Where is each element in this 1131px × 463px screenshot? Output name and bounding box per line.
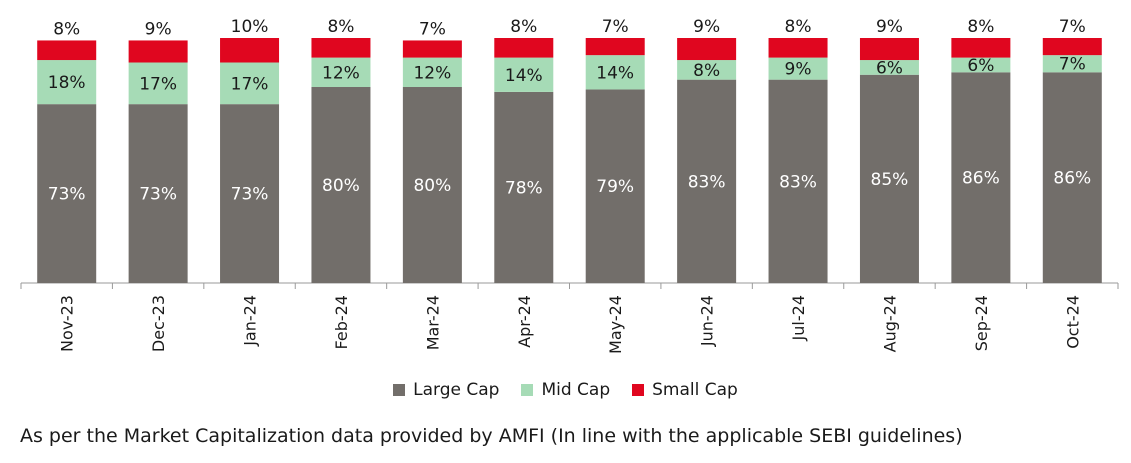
legend-swatch	[632, 384, 645, 396]
data-label: 6%	[876, 58, 903, 78]
data-label: 8%	[510, 17, 537, 37]
data-label: 10%	[231, 17, 269, 37]
bar-mid-cap	[311, 57, 371, 87]
x-tick-label: Oct-24	[1063, 295, 1082, 349]
bar-mid-cap	[768, 57, 828, 80]
x-tick-label: Jul-24	[789, 295, 808, 341]
data-label: 79%	[596, 177, 634, 197]
legend-label: Small Cap	[652, 380, 738, 400]
bar-large-cap	[494, 91, 554, 284]
x-tick-label: Feb-24	[332, 295, 351, 349]
data-label: 9%	[876, 17, 903, 37]
data-label: 17%	[139, 74, 177, 94]
chart-legend: Large Cap Mid Cap Small Cap	[0, 380, 1131, 400]
data-label: 86%	[1053, 169, 1091, 189]
legend-label: Large Cap	[413, 380, 500, 400]
bar-mid-cap	[128, 62, 188, 105]
data-label: 86%	[962, 169, 1000, 189]
bar-small-cap	[768, 38, 828, 58]
data-label: 80%	[322, 176, 360, 196]
bar-small-cap	[37, 40, 97, 61]
bar-large-cap	[402, 87, 462, 283]
data-label: 85%	[871, 170, 909, 190]
bar-large-cap	[37, 104, 97, 284]
bar-mid-cap	[494, 57, 554, 92]
data-label: 8%	[967, 17, 994, 37]
data-label: 14%	[505, 66, 543, 86]
legend-swatch	[393, 384, 406, 396]
data-label: 9%	[693, 17, 720, 37]
bar-large-cap	[677, 79, 737, 284]
bar-mid-cap	[585, 55, 645, 90]
bar-small-cap	[859, 38, 919, 61]
legend-item: Mid Cap	[521, 380, 610, 400]
bar-small-cap	[402, 40, 462, 58]
data-label: 18%	[48, 73, 86, 93]
bar-small-cap	[585, 38, 645, 56]
bar-mid-cap	[951, 57, 1011, 73]
bar-small-cap	[220, 38, 280, 63]
data-label: 8%	[693, 61, 720, 81]
x-tick-label: Aug-24	[880, 295, 899, 352]
bar-mid-cap	[677, 60, 737, 80]
footnote: As per the Market Capitalization data pr…	[20, 425, 963, 447]
bar-small-cap	[128, 40, 188, 63]
data-label: 9%	[785, 60, 812, 80]
data-label: 78%	[505, 178, 543, 198]
x-tick-label: Jan-24	[241, 295, 260, 347]
bar-mid-cap	[402, 57, 462, 87]
x-tick-label: Nov-23	[58, 295, 77, 352]
x-tick-label: May-24	[606, 295, 625, 354]
data-label: 12%	[413, 63, 451, 83]
bar-large-cap	[311, 87, 371, 283]
bar-mid-cap	[37, 60, 97, 105]
data-label: 73%	[139, 185, 177, 205]
bar-large-cap	[768, 79, 828, 284]
bar-mid-cap	[1042, 55, 1102, 73]
bar-small-cap	[494, 38, 554, 58]
bar-small-cap	[951, 38, 1011, 58]
bar-large-cap	[859, 74, 919, 283]
x-tick-label: Jun-24	[698, 295, 717, 347]
bar-small-cap	[677, 38, 737, 61]
data-label: 17%	[231, 74, 269, 94]
bar-large-cap	[585, 89, 645, 283]
legend-item: Large Cap	[393, 380, 499, 400]
x-tick-label: Sep-24	[972, 295, 991, 351]
data-label: 8%	[53, 19, 80, 39]
data-label: 7%	[1059, 55, 1086, 75]
data-label: 9%	[145, 19, 172, 39]
bar-large-cap	[220, 104, 280, 284]
data-label: 7%	[602, 17, 629, 37]
legend-item: Small Cap	[632, 380, 738, 400]
x-tick-label: Apr-24	[515, 295, 534, 348]
x-tick-label: Mar-24	[423, 295, 442, 350]
bar-mid-cap	[859, 60, 919, 75]
data-label: 83%	[779, 172, 817, 192]
data-label: 12%	[322, 63, 360, 83]
data-label: 8%	[785, 17, 812, 37]
bar-large-cap	[1042, 72, 1102, 283]
bar-small-cap	[1042, 38, 1102, 56]
data-label: 83%	[688, 172, 726, 192]
data-label: 73%	[48, 185, 86, 205]
bar-large-cap	[128, 104, 188, 284]
data-label: 80%	[413, 176, 451, 196]
legend-label: Mid Cap	[541, 380, 611, 400]
data-label: 6%	[967, 56, 994, 76]
data-label: 73%	[231, 185, 269, 205]
x-tick-label: Dec-23	[149, 295, 168, 352]
data-label: 7%	[1059, 17, 1086, 37]
data-label: 7%	[419, 19, 446, 39]
stacked-bar-chart: 73% 18% 8% Nov-23 73% 17% 9% Dec-23 73% 17% 10% Jan…	[20, 17, 1119, 354]
data-label: 8%	[327, 17, 354, 37]
legend-swatch	[521, 384, 534, 396]
bar-small-cap	[311, 38, 371, 58]
bar-large-cap	[951, 72, 1011, 283]
bar-mid-cap	[220, 62, 280, 105]
data-label: 14%	[596, 63, 634, 83]
